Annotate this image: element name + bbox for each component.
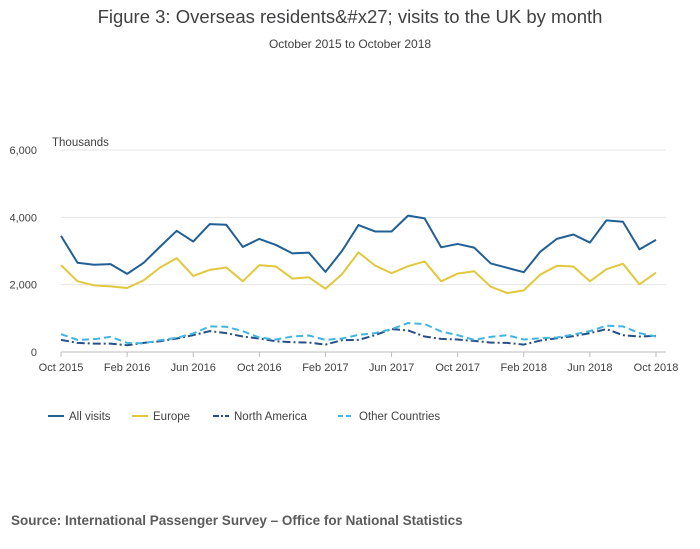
x-tick-label: Jun 2018 [567, 362, 612, 374]
series-line-europe [60, 251, 657, 295]
x-tick-label: Oct 2018 [634, 362, 679, 374]
legend-label: North America [234, 411, 307, 423]
y-axis-unit-label: Thousands [52, 137, 109, 149]
chart-subtitle: October 2015 to October 2018 [268, 37, 432, 51]
legend-item-europe[interactable]: Europe [132, 411, 190, 423]
x-tick-label: Feb 2017 [302, 362, 348, 374]
series-lines [60, 214, 657, 347]
legend-label: Europe [153, 411, 190, 423]
x-tick-label: Oct 2016 [237, 362, 282, 374]
x-tick-label: Oct 2017 [435, 362, 480, 374]
legend-label: All visits [69, 411, 111, 423]
legend[interactable]: All visits Europe North America Other Count… [48, 411, 440, 423]
y-axis: 0 2,000 4,000 6,000 [9, 145, 37, 359]
x-axis: Oct 2015 Feb 2016 Jun 2016 Oct 2016 Feb 2017… [39, 352, 679, 374]
y-tick-label: 4,000 [9, 212, 37, 224]
y-tick-label: 6,000 [9, 145, 37, 157]
chart-title: Figure 3: Overseas residents&#x27; visit… [97, 6, 603, 27]
gridlines [61, 149, 666, 353]
legend-item-other-countries[interactable]: Other Countries [338, 411, 440, 423]
series-line-all-visits [60, 214, 657, 275]
source-note: Source: International Passenger Survey –… [11, 513, 463, 528]
x-tick-label: Jun 2017 [369, 362, 414, 374]
legend-label: Other Countries [359, 411, 440, 423]
legend-item-all-visits[interactable]: All visits [48, 411, 111, 423]
x-tick-label: Feb 2016 [104, 362, 150, 374]
x-tick-label: Oct 2015 [39, 362, 84, 374]
y-tick-label: 0 [31, 347, 37, 359]
y-tick-label: 2,000 [9, 280, 37, 292]
legend-item-north-america[interactable]: North America [213, 411, 307, 423]
x-tick-label: Feb 2018 [501, 362, 547, 374]
x-tick-label: Jun 2016 [171, 362, 216, 374]
series-line-other-countries [60, 322, 657, 345]
